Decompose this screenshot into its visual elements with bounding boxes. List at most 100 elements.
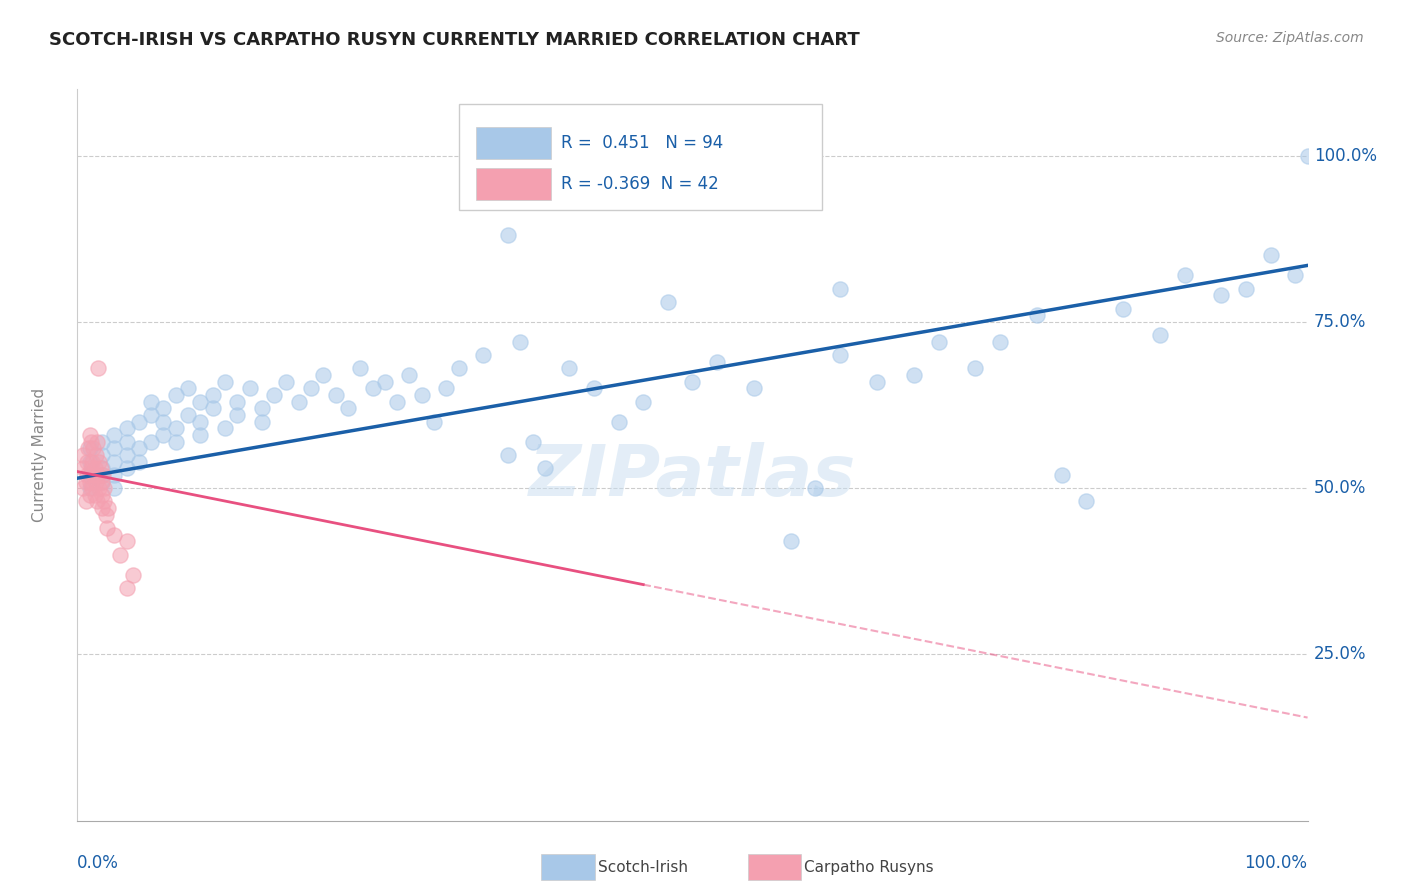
Point (509, 334, 531, 349)
Point (214, 421, 236, 435)
Point (385, 394, 409, 409)
Point (87, 467, 110, 482)
Point (239, 381, 262, 395)
Point (1149, 328, 1171, 343)
Point (76, 467, 98, 482)
Point (103, 428, 125, 442)
Point (115, 534, 138, 549)
Point (141, 408, 163, 422)
Point (82, 454, 104, 468)
Point (965, 361, 987, 376)
Point (657, 295, 679, 310)
Point (79, 467, 101, 482)
Point (250, 415, 273, 429)
Point (72, 448, 94, 462)
Point (276, 375, 298, 389)
Point (188, 415, 212, 429)
Point (349, 361, 371, 376)
Point (447, 361, 470, 376)
Point (165, 388, 187, 402)
Text: ZIPatlas: ZIPatlas (529, 442, 856, 511)
Text: Source: ZipAtlas.com: Source: ZipAtlas.com (1216, 31, 1364, 45)
Point (1174, 268, 1197, 283)
Point (1211, 288, 1233, 302)
Point (152, 428, 174, 442)
Point (903, 368, 925, 383)
Point (1112, 301, 1135, 316)
Point (226, 408, 249, 422)
Point (110, 548, 132, 562)
Point (79, 428, 101, 442)
Point (82, 481, 104, 495)
Point (90, 448, 114, 462)
Point (94, 508, 117, 522)
Text: 0.0%: 0.0% (77, 854, 120, 871)
Text: R =  0.451   N = 94: R = 0.451 N = 94 (561, 134, 723, 152)
Point (93, 481, 115, 495)
Point (82, 442, 104, 456)
Point (76, 454, 98, 468)
Point (398, 368, 420, 383)
Point (866, 375, 889, 389)
Point (496, 228, 519, 243)
Point (103, 527, 125, 541)
Point (93, 494, 115, 508)
Point (742, 381, 765, 395)
FancyBboxPatch shape (477, 169, 551, 201)
FancyBboxPatch shape (477, 127, 551, 159)
Point (115, 434, 138, 449)
Point (84, 475, 107, 489)
Point (83, 488, 105, 502)
Point (411, 388, 433, 402)
Point (1260, 248, 1282, 262)
FancyBboxPatch shape (458, 103, 821, 210)
Point (288, 394, 311, 409)
Point (214, 375, 236, 389)
Point (152, 415, 174, 429)
Point (988, 334, 1011, 349)
Point (72, 481, 94, 495)
Point (75, 494, 97, 508)
Text: SCOTCH-IRISH VS CARPATHO RUSYN CURRENTLY MARRIED CORRELATION CHART: SCOTCH-IRISH VS CARPATHO RUSYN CURRENTLY… (49, 31, 860, 49)
Point (103, 454, 125, 468)
Point (830, 348, 852, 362)
Point (89, 454, 111, 468)
Point (780, 534, 803, 549)
Point (522, 434, 544, 449)
Point (188, 428, 212, 442)
Point (128, 454, 150, 468)
Point (558, 361, 581, 376)
Point (79, 488, 101, 502)
Point (84, 448, 107, 462)
Point (115, 581, 138, 595)
Point (80, 461, 103, 475)
Point (165, 421, 187, 435)
Point (312, 368, 335, 383)
Point (115, 421, 138, 435)
Point (90, 501, 114, 516)
Text: Scotch-Irish: Scotch-Irish (598, 860, 688, 874)
Point (79, 454, 101, 468)
Point (177, 408, 200, 422)
Point (1050, 467, 1073, 482)
Point (607, 415, 630, 429)
Point (90, 461, 112, 475)
Text: 100.0%: 100.0% (1244, 854, 1308, 871)
Text: 25.0%: 25.0% (1313, 646, 1367, 664)
Text: Currently Married: Currently Married (31, 388, 46, 522)
Point (128, 415, 150, 429)
Point (87, 361, 110, 376)
Point (152, 401, 174, 416)
Point (472, 348, 495, 362)
Point (90, 461, 114, 475)
Point (633, 394, 655, 409)
Point (337, 401, 360, 416)
Point (89, 481, 111, 495)
Point (436, 381, 458, 395)
Point (79, 475, 101, 489)
Point (121, 567, 143, 582)
Point (79, 442, 101, 456)
Point (90, 475, 114, 489)
Point (682, 375, 704, 389)
Point (534, 461, 557, 475)
